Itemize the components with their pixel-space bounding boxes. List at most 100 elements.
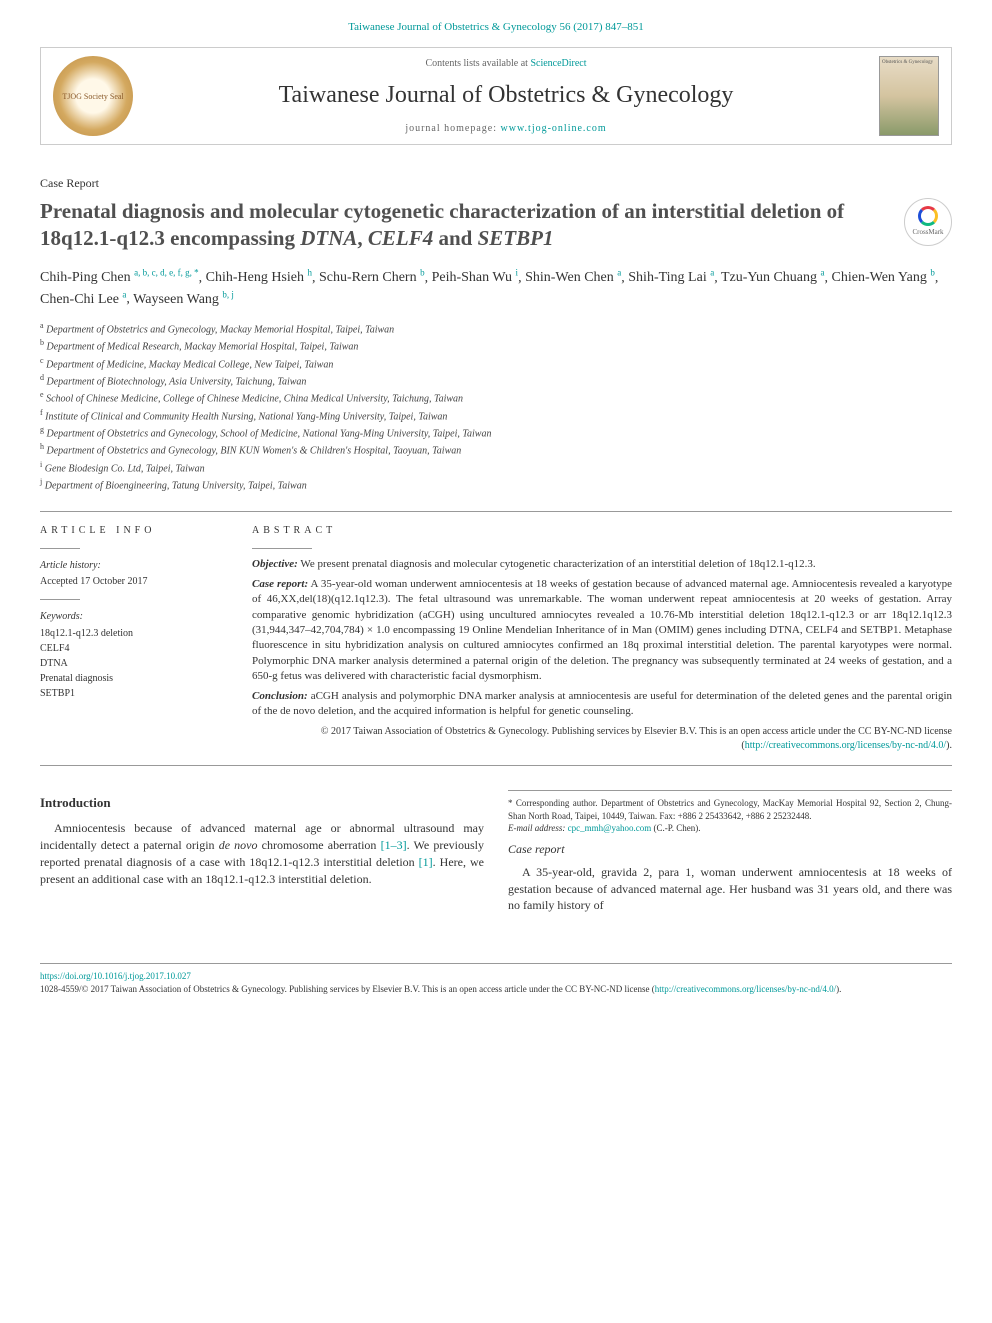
contents-prefix: Contents lists available at [425,58,530,69]
author: Shin-Wen Chen a [525,270,621,285]
info-abstract-row: ARTICLE INFO Article history: Accepted 1… [40,511,952,766]
abstract-objective: Objective: We present prenatal diagnosis… [252,557,952,572]
keywords-list: 18q12.1-q12.3 deletionCELF4DTNAPrenatal … [40,626,228,701]
keywords-head: Keywords: [40,610,228,624]
affiliation: c Department of Medicine, Mackay Medical… [40,355,952,372]
title-gene-3: SETBP1 [478,226,554,250]
crossmark-ring-icon [918,206,938,226]
author: Chih-Ping Chen a, b, c, d, e, f, g, * [40,270,199,285]
article-info: ARTICLE INFO Article history: Accepted 1… [40,512,240,765]
article-type: Case Report [40,175,952,192]
accepted-date: Accepted 17 October 2017 [40,575,228,589]
conclusion-label: Conclusion: [252,690,308,702]
article-info-head: ARTICLE INFO [40,524,228,538]
title-gene-1: DTNA [300,226,357,250]
journal-name: Taiwanese Journal of Obstetrics & Gyneco… [143,79,869,113]
corresponding-author: * Corresponding author. Department of Ob… [508,797,952,822]
case-label: Case report: [252,578,308,590]
intro-ref1[interactable]: [1–3] [381,838,407,852]
keyword: 18q12.1-q12.3 deletion [40,626,228,641]
author-aff-sup: a [122,289,126,299]
author-aff-sup: h [308,268,313,278]
author-aff-sup: i [516,268,519,278]
author-aff-sup: b [420,268,425,278]
keyword: Prenatal diagnosis [40,671,228,686]
affiliation: f Institute of Clinical and Community He… [40,407,952,424]
affiliation: e School of Chinese Medicine, College of… [40,389,952,406]
keyword: CELF4 [40,641,228,656]
author-aff-sup: a, b, c, d, e, f, g, * [134,268,198,278]
affiliation: i Gene Biodesign Co. Ltd, Taipei, Taiwan [40,459,952,476]
contents-line: Contents lists available at ScienceDirec… [143,57,869,71]
abstract-head: ABSTRACT [252,524,952,538]
doi-link[interactable]: https://doi.org/10.1016/j.tjog.2017.10.0… [40,971,191,981]
page-footer: https://doi.org/10.1016/j.tjog.2017.10.0… [40,963,952,995]
email-line: E-mail address: cpc_mmh@yahoo.com (C.-P.… [508,822,952,835]
license-link[interactable]: http://creativecommons.org/licenses/by-n… [745,740,946,751]
author: Chien-Wen Yang b [832,270,935,285]
email-who: (C.-P. Chen). [651,823,700,833]
intro-p1b: de novo [219,838,258,852]
abstract-copyright: © 2017 Taiwan Association of Obstetrics … [252,725,952,753]
crossmark-label: CrossMark [912,228,943,238]
intro-p1c: chromosome aberration [258,838,381,852]
issn-text: 1028-4559/© 2017 Taiwan Association of O… [40,984,655,994]
abstract: ABSTRACT Objective: We present prenatal … [240,512,952,765]
conclusion-text: aCGH analysis and polymorphic DNA marker… [252,690,952,717]
keyword: DTNA [40,656,228,671]
author-aff-sup: b, j [222,289,234,299]
footer-license-link[interactable]: http://creativecommons.org/licenses/by-n… [655,984,836,994]
intro-p1: Amniocentesis because of advanced matern… [40,820,484,887]
author: Schu-Rern Chern b [319,270,425,285]
issn-close: ). [836,984,841,994]
case-report-head: Case report [508,841,952,858]
author: Shih-Ting Lai a [628,270,714,285]
affiliation: a Department of Obstetrics and Gynecolog… [40,320,952,337]
author-aff-sup: a [821,268,825,278]
abstract-conclusion: Conclusion: aCGH analysis and polymorphi… [252,689,952,720]
header-citation: Taiwanese Journal of Obstetrics & Gyneco… [40,20,952,35]
author: Chih-Heng Hsieh h [206,270,312,285]
author: Peih-Shan Wu i [432,270,518,285]
history-head: Article history: [40,559,228,573]
journal-cover-icon: Obstetrics & Gynecology [879,56,939,136]
footnote-block: * Corresponding author. Department of Ob… [508,790,952,835]
objective-text: We present prenatal diagnosis and molecu… [298,558,816,570]
intro-ref2[interactable]: [1] [419,855,433,869]
homepage-prefix: journal homepage: [405,123,500,134]
abstract-case: Case report: A 35-year-old woman underwe… [252,577,952,685]
affiliation: j Department of Bioengineering, Tatung U… [40,476,952,493]
author: Tzu-Yun Chuang a [721,270,825,285]
author-aff-sup: a [710,268,714,278]
article-title: Prenatal diagnosis and molecular cytogen… [40,198,892,253]
affiliation: d Department of Biotechnology, Asia Univ… [40,372,952,389]
case-text: A 35-year-old woman underwent amniocente… [252,578,952,682]
case-p1: A 35-year-old, gravida 2, para 1, woman … [508,864,952,914]
email-label: E-mail address: [508,823,568,833]
email-link[interactable]: cpc_mmh@yahoo.com [568,823,652,833]
title-sep-1: , [357,226,368,250]
society-logo-icon: TJOG Society Seal [53,56,133,136]
homepage-line: journal homepage: www.tjog-online.com [143,122,869,136]
issn-line: 1028-4559/© 2017 Taiwan Association of O… [40,983,952,996]
author-aff-sup: a [617,268,621,278]
homepage-link[interactable]: www.tjog-online.com [501,123,607,134]
affiliation: g Department of Obstetrics and Gynecolog… [40,424,952,441]
header-center: Contents lists available at ScienceDirec… [133,57,879,137]
objective-label: Objective: [252,558,298,570]
crossmark-badge[interactable]: CrossMark [904,198,952,246]
copyright-close: ). [946,740,952,751]
title-gene-2: CELF4 [368,226,433,250]
affiliation: b Department of Medical Research, Mackay… [40,337,952,354]
keyword: SETBP1 [40,686,228,701]
author-aff-sup: b [930,268,935,278]
author: Chen-Chi Lee a [40,292,126,307]
intro-head: Introduction [40,794,484,812]
journal-header: TJOG Society Seal Contents lists availab… [40,47,952,145]
sciencedirect-link[interactable]: ScienceDirect [530,58,586,69]
author: Wayseen Wang b, j [133,292,234,307]
body-columns: Introduction Amniocentesis because of ad… [40,790,952,945]
authors-list: Chih-Ping Chen a, b, c, d, e, f, g, *, C… [40,267,952,310]
affiliation: h Department of Obstetrics and Gynecolog… [40,441,952,458]
title-sep-2: and [433,226,477,250]
